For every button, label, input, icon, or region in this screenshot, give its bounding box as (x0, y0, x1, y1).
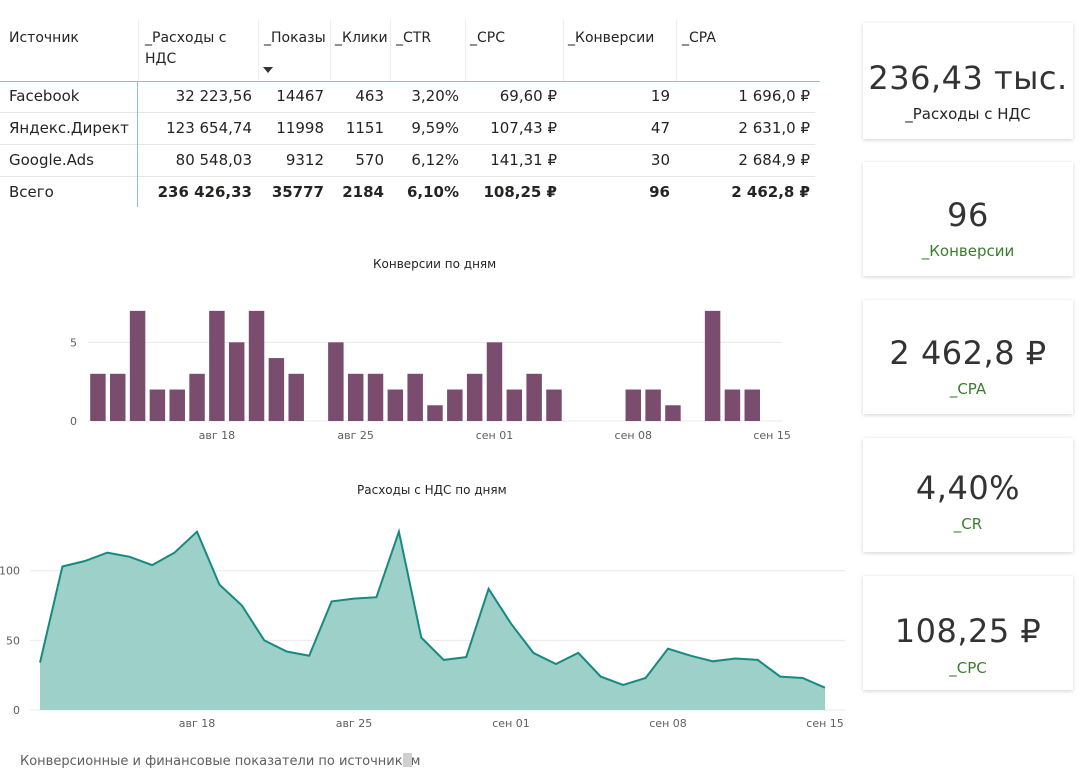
bar (189, 373, 205, 421)
table-row[interactable]: Яндекс.Директ 123 654,74 11998 1151 9,59… (0, 113, 815, 145)
bar (466, 373, 483, 421)
x-tick-label: сен 01 (492, 717, 530, 730)
bar (90, 373, 106, 421)
bar (169, 389, 185, 421)
kpi-value: 2 462,8 ₽ (889, 334, 1047, 372)
kpi-label: _Конверсии (921, 242, 1015, 260)
kpi-card-cr[interactable]: 4,40% _CR (863, 438, 1073, 552)
bar (367, 373, 384, 421)
kpi-label: _CPA (949, 380, 987, 398)
col-header-source[interactable]: Источник (9, 30, 79, 46)
bar (228, 342, 245, 421)
kpi-value: 108,25 ₽ (894, 612, 1042, 650)
bar (447, 389, 463, 421)
bar (625, 389, 642, 421)
y-tick-label: 50 (6, 634, 20, 647)
bar (149, 389, 166, 421)
bar (526, 373, 542, 421)
y-tick-label: 100 (0, 565, 20, 578)
conversions-bar-chart: 0 5 авг 18 авг 25 сен 01 сен 08 сен 15 (70, 310, 791, 442)
bar (665, 405, 681, 421)
col-header-cpc[interactable]: _CPC (470, 30, 505, 46)
bar (486, 342, 503, 421)
sort-desc-icon[interactable] (263, 67, 273, 73)
x-tick-label: сен 01 (476, 429, 514, 442)
bar (110, 373, 126, 421)
x-tick-label: сен 08 (615, 429, 653, 442)
col-header-conversions[interactable]: _Конверсии (568, 30, 655, 46)
bar (506, 389, 523, 421)
kpi-value: 236,43 тыс. (868, 59, 1068, 97)
kpi-card-conversions[interactable]: 96 _Конверсии (863, 162, 1073, 276)
bar (546, 389, 562, 421)
x-tick-label: сен 15 (753, 429, 791, 442)
bar (268, 358, 285, 421)
series-line (39, 527, 826, 689)
area-chart-title: Расходы с НДС по дням (357, 483, 507, 497)
kpi-card-cpc[interactable]: 108,25 ₽ _CPC (863, 576, 1073, 690)
bar (744, 389, 760, 421)
bar (288, 373, 304, 421)
footer-caption: Конверсионные и финансовые показатели по… (20, 754, 421, 769)
table-row[interactable]: Facebook 32 223,56 14467 463 3,20% 69,60… (0, 81, 815, 113)
kpi-value: 96 (947, 196, 989, 234)
y-tick-label: 5 (70, 336, 77, 349)
x-tick-label: сен 08 (649, 717, 687, 730)
bar (645, 389, 661, 421)
kpi-value: 4,40% (915, 469, 1021, 507)
bar (427, 405, 443, 421)
x-tick-label: авг 18 (179, 717, 216, 730)
bar (248, 310, 265, 421)
x-tick-label: авг 25 (336, 717, 373, 730)
spend-area-chart: 0 50 100 авг 18 авг 25 сен 01 сен 08 сен 15 (0, 527, 845, 730)
bar (328, 342, 344, 421)
x-tick-label: сен 15 (806, 717, 844, 730)
x-tick-label: авг 25 (337, 429, 374, 442)
x-tick-label: авг 18 (199, 429, 236, 442)
table-row[interactable]: Google.Ads 80 548,03 9312 570 6,12% 141,… (0, 145, 815, 177)
bar (347, 373, 364, 421)
table-total-row: Всего 236 426,33 35777 2184 6,10% 108,25… (9, 183, 810, 201)
col-header-impressions[interactable]: _Показы (264, 30, 326, 46)
col-header-clicks[interactable]: _Клики (335, 30, 388, 46)
y-tick-label: 0 (13, 704, 20, 717)
kpi-card-cpa[interactable]: 2 462,8 ₽ _CPA (863, 300, 1073, 414)
col-header-spend[interactable]: _Расходы с НДС (145, 30, 227, 67)
kpi-label: _CR (953, 515, 983, 533)
bar (724, 389, 741, 421)
table-header: Источник _Расходы с НДС _Показы _Клики _… (0, 20, 820, 82)
y-tick-label: 0 (70, 415, 77, 428)
bar (387, 389, 404, 421)
kpi-label: _Расходы с НДС (905, 105, 1031, 123)
area-fill (40, 531, 825, 710)
bar (129, 310, 146, 421)
col-header-ctr[interactable]: _CTR (396, 30, 432, 46)
bar (407, 373, 423, 421)
footer-indicator[interactable] (403, 753, 412, 767)
column-divider (137, 81, 138, 207)
bar (209, 310, 225, 421)
kpi-label: _CPC (949, 659, 987, 677)
bar-chart-title: Конверсии по дням (373, 257, 497, 271)
kpi-card-spend[interactable]: 236,43 тыс. _Расходы с НДС (863, 23, 1073, 139)
bar (704, 310, 721, 421)
col-header-cpa[interactable]: _CPA (682, 30, 716, 46)
